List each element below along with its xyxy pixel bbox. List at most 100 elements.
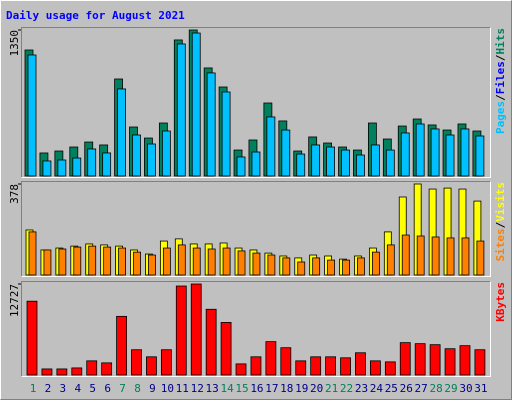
x-tick-label: 16 [250, 382, 263, 395]
x-tick-label: 28 [429, 382, 442, 395]
plot-bevel [21, 281, 491, 377]
bar [41, 368, 53, 376]
bar [400, 132, 410, 177]
x-tick-label: 3 [60, 382, 67, 395]
bar [430, 128, 440, 177]
bar [27, 54, 37, 177]
bar [236, 156, 246, 177]
bar [384, 361, 396, 376]
legend-item: / [494, 54, 507, 61]
bar [250, 356, 262, 376]
bar [58, 248, 67, 276]
bar [101, 362, 113, 376]
bar [57, 159, 67, 177]
bar [295, 360, 307, 376]
bar [280, 347, 292, 376]
bar [43, 249, 52, 276]
bar [385, 149, 395, 177]
bar [369, 360, 381, 376]
bar [88, 245, 97, 276]
bar [191, 32, 201, 177]
bar [72, 157, 82, 177]
legend-item: / [494, 221, 507, 228]
y-tick-label: 12727 [8, 284, 21, 317]
bar [325, 356, 337, 376]
bar [401, 234, 410, 276]
bar [416, 235, 425, 276]
bar [161, 130, 171, 177]
bar [311, 144, 321, 177]
legend-item: Files [494, 61, 507, 94]
bar [370, 144, 380, 177]
x-tick-label: 2 [45, 382, 52, 395]
x-tick-label: 8 [134, 382, 141, 395]
plot-bevel [21, 27, 491, 178]
bar [235, 363, 247, 376]
x-tick-label: 19 [295, 382, 308, 395]
x-tick-label: 5 [89, 382, 96, 395]
legend-item: KBytes [494, 282, 507, 322]
bar [131, 349, 142, 376]
x-tick-label: 20 [310, 382, 323, 395]
bar [118, 247, 126, 276]
bar [237, 250, 246, 276]
legend-item: Pages [494, 101, 507, 134]
x-tick-label: 4 [74, 382, 81, 395]
plot-bevel [21, 27, 491, 178]
bar [87, 148, 97, 177]
bar [310, 356, 322, 376]
x-tick-label: 6 [104, 382, 111, 395]
legend-item: / [494, 94, 507, 101]
bar [71, 367, 83, 376]
bar [192, 247, 201, 276]
bar [475, 135, 485, 177]
y-tick-label: 378 [8, 184, 21, 204]
x-tick-label: 26 [400, 382, 413, 395]
bar [73, 246, 82, 276]
bar [460, 128, 470, 177]
bar [26, 300, 38, 376]
x-tick-label: 29 [444, 382, 457, 395]
bar [86, 360, 98, 376]
x-tick-label: 7 [119, 382, 126, 395]
bar [162, 247, 171, 276]
x-tick-label: 1 [30, 382, 37, 395]
x-tick-label: 12 [191, 382, 204, 395]
bar [252, 252, 261, 276]
bar [220, 322, 232, 376]
bar [160, 349, 172, 376]
legend: Sites/Visits [494, 182, 507, 262]
plot-bevel [21, 181, 491, 277]
bar [357, 257, 365, 276]
x-tick-label: 22 [340, 382, 353, 395]
bar [415, 123, 425, 177]
bar [399, 342, 411, 376]
plot-bevel [21, 181, 491, 277]
bar [190, 283, 202, 376]
x-tick-label: 17 [265, 382, 278, 395]
bar [148, 254, 156, 276]
bar [386, 244, 395, 276]
x-tick-label: 31 [474, 382, 487, 395]
bar [461, 237, 470, 276]
bar [28, 231, 37, 276]
legend-item: Visits [494, 182, 507, 222]
y-tick-label: 1350 [8, 30, 21, 57]
bar [265, 341, 277, 376]
legend: KBytes [494, 282, 507, 322]
x-tick-label: 9 [149, 382, 156, 395]
bar [446, 237, 455, 276]
bar [133, 251, 141, 276]
plot-bevel [21, 281, 491, 377]
bar [205, 308, 217, 376]
bar [414, 343, 426, 376]
bar [206, 72, 216, 177]
bar [312, 257, 321, 276]
bar [296, 153, 306, 177]
bar [116, 315, 127, 376]
x-tick-label: 21 [325, 382, 338, 395]
bar [474, 349, 486, 376]
bar [281, 129, 291, 177]
bar [175, 285, 187, 376]
